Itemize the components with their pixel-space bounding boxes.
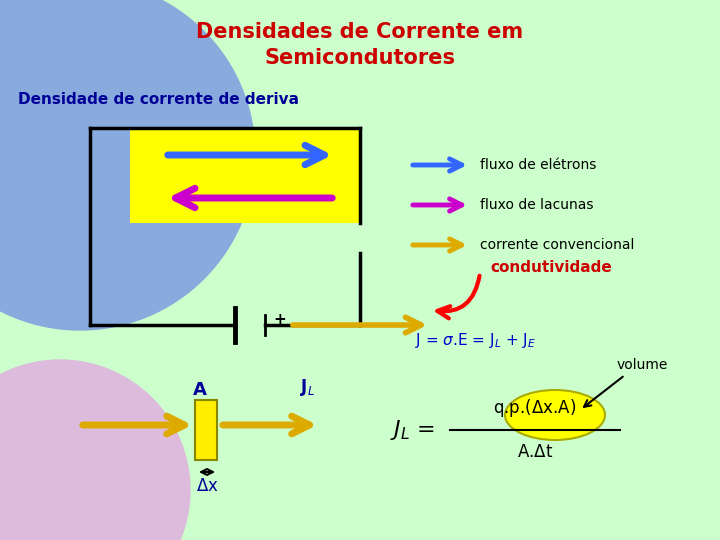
Text: volume: volume (617, 358, 668, 372)
Text: corrente convencional: corrente convencional (480, 238, 634, 252)
Text: $J_L$ =: $J_L$ = (390, 418, 435, 442)
Text: +: + (274, 313, 287, 327)
Circle shape (0, 0, 255, 330)
Circle shape (0, 360, 190, 540)
Text: q.p.($\Delta$x.A): q.p.($\Delta$x.A) (493, 397, 577, 419)
Ellipse shape (505, 390, 605, 440)
Text: A.$\Delta$t: A.$\Delta$t (517, 443, 553, 461)
Text: fluxo de elétrons: fluxo de elétrons (480, 158, 596, 172)
Text: J$_L$: J$_L$ (300, 377, 315, 399)
Bar (130, 128, 360, 223)
Text: A: A (193, 381, 207, 399)
Text: J = $\sigma$.E = J$_L$ + J$_E$: J = $\sigma$.E = J$_L$ + J$_E$ (415, 330, 536, 349)
Text: fluxo de lacunas: fluxo de lacunas (480, 198, 593, 212)
Bar (195, 400, 217, 460)
Text: Densidade de corrente de deriva: Densidade de corrente de deriva (18, 92, 299, 107)
Text: $\Delta$x: $\Delta$x (196, 477, 218, 495)
Text: Semicondutores: Semicondutores (264, 48, 456, 68)
Text: condutividade: condutividade (490, 260, 612, 275)
Text: Densidades de Corrente em: Densidades de Corrente em (197, 22, 523, 42)
